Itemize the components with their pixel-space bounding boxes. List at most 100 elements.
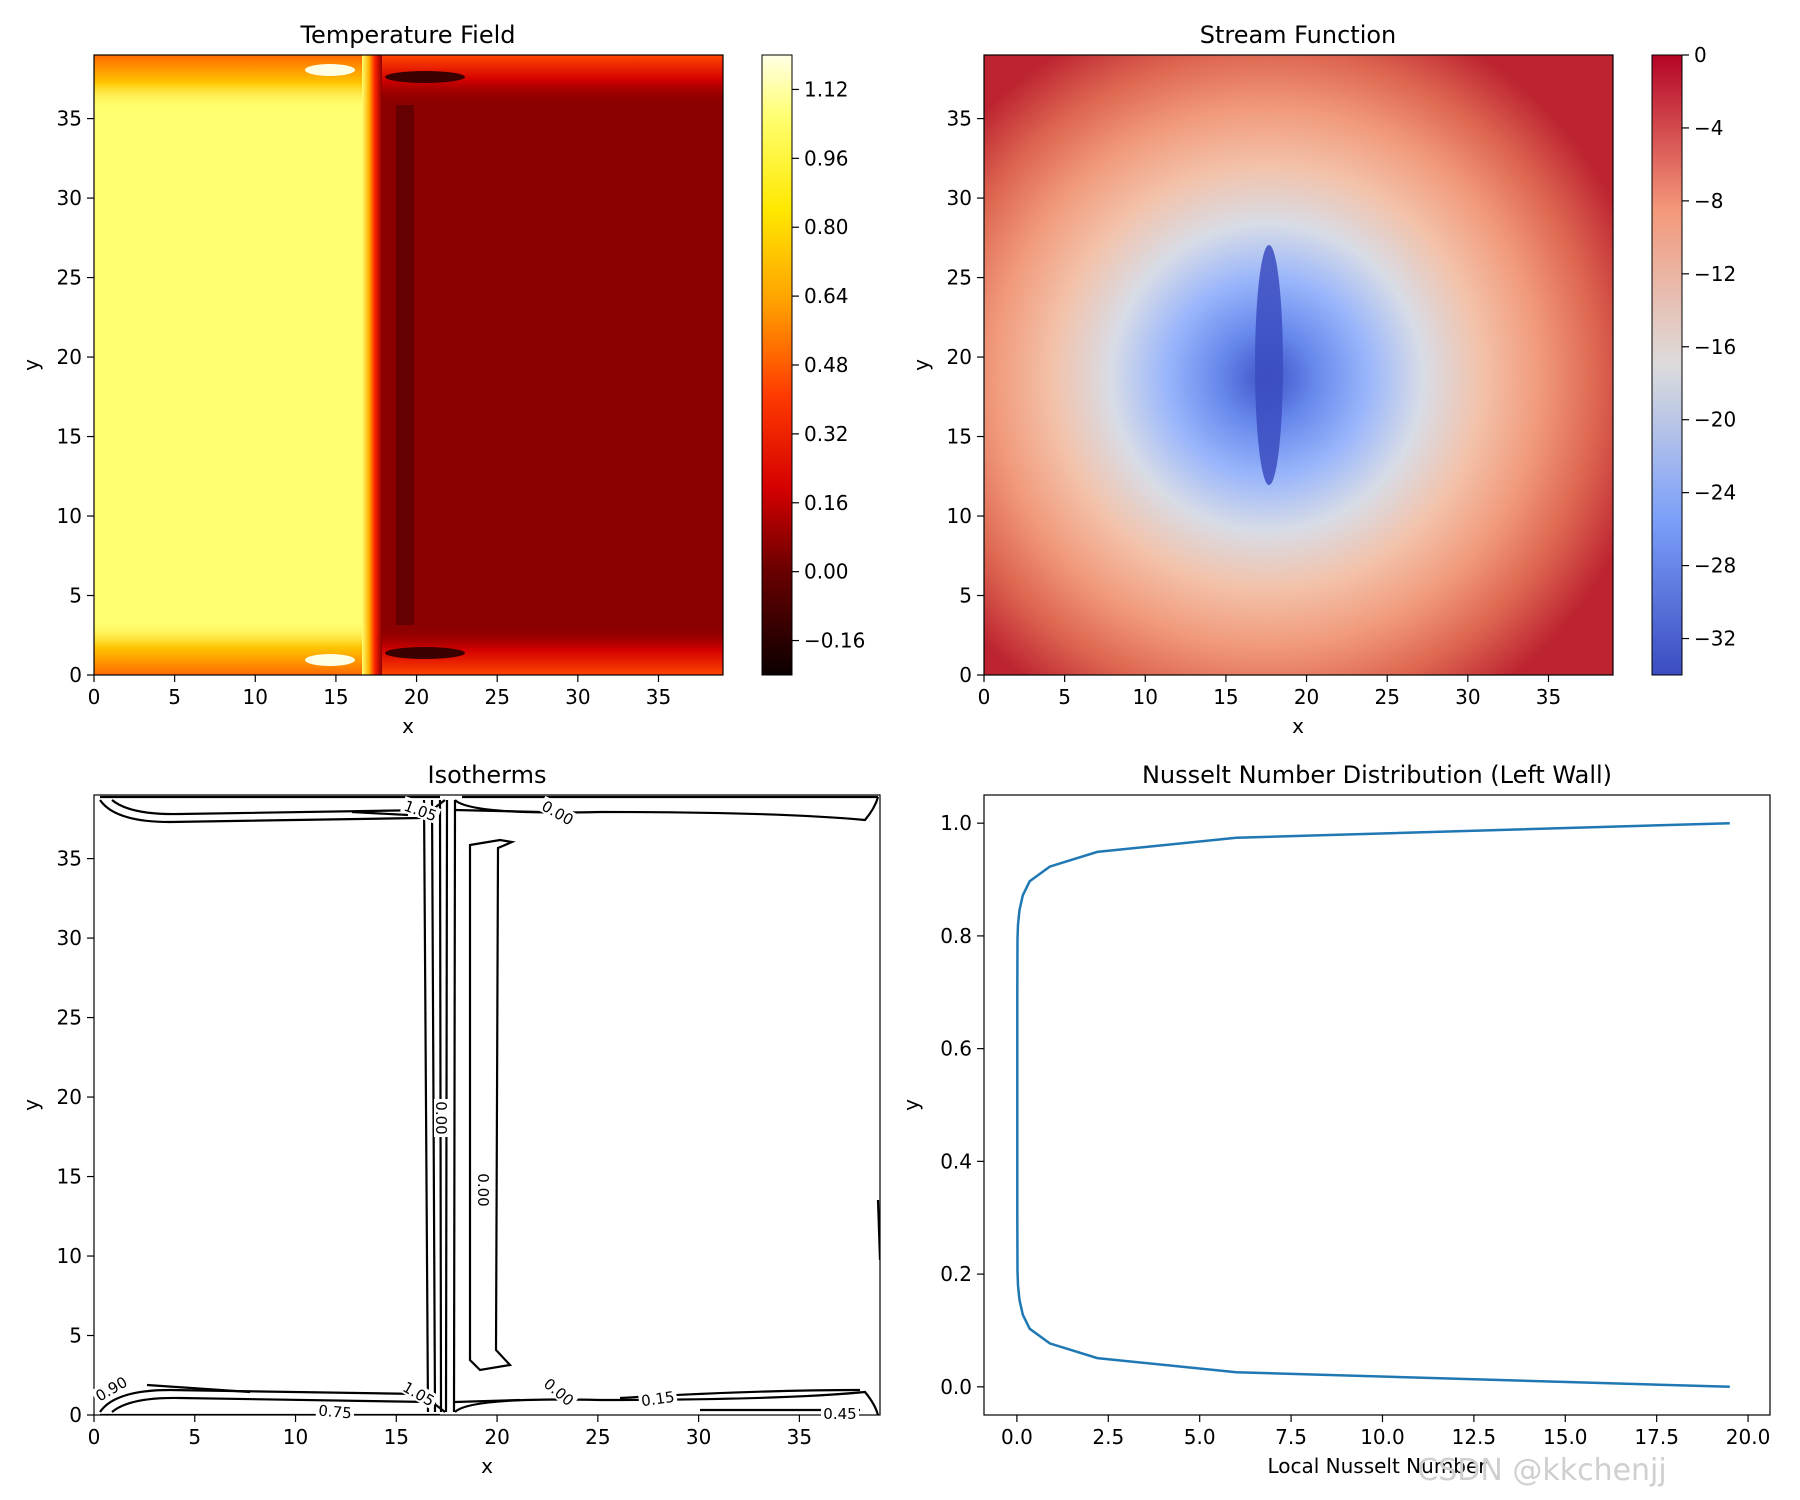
isotherms-x-tick-label: 10 <box>283 1425 308 1449</box>
isotherms-y-tick-label: 10 <box>57 1244 82 1268</box>
stream-function-y-ticks: 0 5 10 15 20 25 30 35 <box>947 107 984 687</box>
temperature-colorbar-tick-label: 0.48 <box>804 353 849 377</box>
isotherms-y-tick-label: 0 <box>69 1403 82 1427</box>
stream-function-x-tick-label: 35 <box>1536 685 1561 709</box>
stream-colorbar-ticks: 0 −4 −8 −12 −16 −20 −24 −28 −32 <box>1682 43 1736 651</box>
stream-function-y-tick-label: 20 <box>947 345 972 369</box>
isotherms-y-tick-label: 5 <box>69 1324 82 1348</box>
isotherm-contours <box>99 795 880 1415</box>
temperature-field-x-tick-label: 5 <box>168 685 181 709</box>
isotherm-label: 1.05 <box>402 797 440 825</box>
stream-function-x-tick-label: 25 <box>1374 685 1399 709</box>
temperature-field-y-tick-label: 20 <box>57 345 82 369</box>
watermark: CSDN @kkchenjj <box>1417 1453 1666 1488</box>
nusselt-y-tick-label: 0.8 <box>940 924 972 948</box>
isotherms-y-tick-label: 20 <box>57 1085 82 1109</box>
stream-colorbar-tick-label: −8 <box>1694 189 1723 213</box>
temperature-colorbar-tick-label: 0.64 <box>804 284 849 308</box>
nusselt-x-tick-label: 7.5 <box>1275 1425 1307 1449</box>
isotherms-x-tick-label: 20 <box>484 1425 509 1449</box>
stream-function-panel: Stream Function 0 5 10 15 20 25 30 35 0 5 10 15 20 2… <box>909 21 1736 738</box>
nusselt-x-tick-label: 15.0 <box>1543 1425 1588 1449</box>
nusselt-x-tick-label: 10.0 <box>1360 1425 1405 1449</box>
isotherms-ylabel: y <box>19 1099 43 1111</box>
nusselt-y-tick-label: 0.4 <box>940 1149 972 1173</box>
nusselt-line <box>1016 821 1730 1389</box>
isotherms-y-tick-label: 25 <box>57 1006 82 1030</box>
nusselt-y-tick-label: 0.0 <box>940 1375 972 1399</box>
nusselt-panel: Nusselt Number Distribution (Left Wall) … <box>899 761 1771 1478</box>
isotherm-label: 0.15 <box>640 1388 676 1410</box>
temperature-colorbar-tick-label: 0.80 <box>804 215 849 239</box>
stream-function-y-tick-label: 0 <box>959 663 972 687</box>
temperature-field-x-tick-label: 20 <box>404 685 429 709</box>
stream-colorbar-tick-label: −28 <box>1694 554 1736 578</box>
temperature-field-y-ticks: 0 5 10 15 20 25 30 35 <box>57 107 94 687</box>
isotherms-x-tick-label: 0 <box>88 1425 101 1449</box>
isotherms-x-tick-label: 5 <box>188 1425 201 1449</box>
stream-colorbar-tick-label: −16 <box>1694 335 1736 359</box>
nusselt-x-ticks: 0.0 2.5 5.0 7.5 10.0 12.5 15.0 17.5 20.0 <box>1001 1415 1770 1449</box>
isotherms-y-tick-label: 30 <box>57 926 82 950</box>
isotherms-y-ticks: 0 5 10 15 20 25 30 35 <box>57 847 94 1427</box>
temperature-field-title: Temperature Field <box>299 21 515 49</box>
stream-colorbar-tick-label: −4 <box>1694 116 1723 140</box>
temperature-field-ylabel: y <box>19 359 43 371</box>
isotherms-x-tick-label: 35 <box>787 1425 812 1449</box>
stream-function-y-tick-label: 35 <box>947 107 972 131</box>
isotherms-x-tick-label: 25 <box>585 1425 610 1449</box>
temperature-colorbar-tick-label: 0.96 <box>804 146 849 170</box>
isotherm-label: 0.00 <box>432 1101 450 1134</box>
temperature-field-x-tick-label: 15 <box>323 685 348 709</box>
isotherms-y-tick-label: 35 <box>57 847 82 871</box>
temperature-colorbar-tick-label: 0.16 <box>804 491 849 515</box>
temperature-field-xlabel: x <box>402 714 414 738</box>
nusselt-ylabel: y <box>899 1099 923 1111</box>
stream-function-y-tick-label: 10 <box>947 504 972 528</box>
stream-colorbar-tick-label: −24 <box>1694 481 1736 505</box>
stream-function-xlabel: x <box>1292 714 1304 738</box>
nusselt-title: Nusselt Number Distribution (Left Wall) <box>1142 761 1612 789</box>
temperature-field-y-tick-label: 0 <box>69 663 82 687</box>
nusselt-y-tick-label: 1.0 <box>940 811 972 835</box>
stream-colorbar-tick-label: −12 <box>1694 262 1736 286</box>
temperature-field-plot <box>94 55 723 675</box>
temperature-colorbar-tick-label: 0.32 <box>804 422 849 446</box>
nusselt-y-tick-label: 0.2 <box>940 1262 972 1286</box>
temperature-field-y-tick-label: 5 <box>69 584 82 608</box>
stream-colorbar-tick-label: 0 <box>1694 43 1707 67</box>
stream-function-x-tick-label: 30 <box>1455 685 1480 709</box>
temperature-field-x-tick-label: 35 <box>646 685 671 709</box>
temperature-field-x-tick-label: 10 <box>243 685 268 709</box>
stream-function-x-ticks: 0 5 10 15 20 25 30 35 <box>978 675 1561 709</box>
isotherms-xlabel: x <box>481 1454 493 1478</box>
stream-function-plot <box>984 55 1613 675</box>
temperature-field-x-tick-label: 0 <box>88 685 101 709</box>
nusselt-x-tick-label: 5.0 <box>1184 1425 1216 1449</box>
isotherms-title: Isotherms <box>428 761 547 789</box>
stream-function-y-tick-label: 5 <box>959 584 972 608</box>
isotherm-label: 0.00 <box>474 1173 492 1206</box>
stream-colorbar-tick-label: −20 <box>1694 408 1736 432</box>
temperature-colorbar-tick-label: −0.16 <box>804 629 865 653</box>
nusselt-y-ticks: 0.0 0.2 0.4 0.6 0.8 1.0 <box>940 811 984 1399</box>
nusselt-x-tick-label: 0.0 <box>1001 1425 1033 1449</box>
temperature-colorbar-tick-label: 0.00 <box>804 560 849 584</box>
nusselt-x-tick-label: 2.5 <box>1092 1425 1124 1449</box>
stream-colorbar: 0 −4 −8 −12 −16 −20 −24 −28 −32 <box>1651 43 1736 676</box>
isotherms-x-ticks: 0 5 10 15 20 25 30 35 <box>88 1415 812 1449</box>
temperature-field-y-tick-label: 30 <box>57 186 82 210</box>
stream-function-x-tick-label: 5 <box>1058 685 1071 709</box>
temperature-field-y-tick-label: 25 <box>57 266 82 290</box>
nusselt-x-tick-label: 12.5 <box>1452 1425 1497 1449</box>
stream-function-x-tick-label: 20 <box>1294 685 1319 709</box>
nusselt-series <box>1016 821 1730 1389</box>
temperature-colorbar-ticks: −0.16 0.00 0.16 0.32 0.48 0.64 0.80 0.96 1.12 <box>792 77 865 653</box>
nusselt-xlabel: Local Nusselt Number <box>1267 1454 1487 1478</box>
stream-function-x-tick-label: 10 <box>1133 685 1158 709</box>
isotherms-x-tick-label: 15 <box>384 1425 409 1449</box>
nusselt-x-tick-label: 20.0 <box>1726 1425 1771 1449</box>
isotherm-labels: 1.05 0.000.900.751.05 0.00 0.150.450.000.00 <box>90 795 859 1423</box>
temperature-colorbar: −0.16 0.00 0.16 0.32 0.48 0.64 0.80 0.96 1.12 <box>761 54 865 676</box>
